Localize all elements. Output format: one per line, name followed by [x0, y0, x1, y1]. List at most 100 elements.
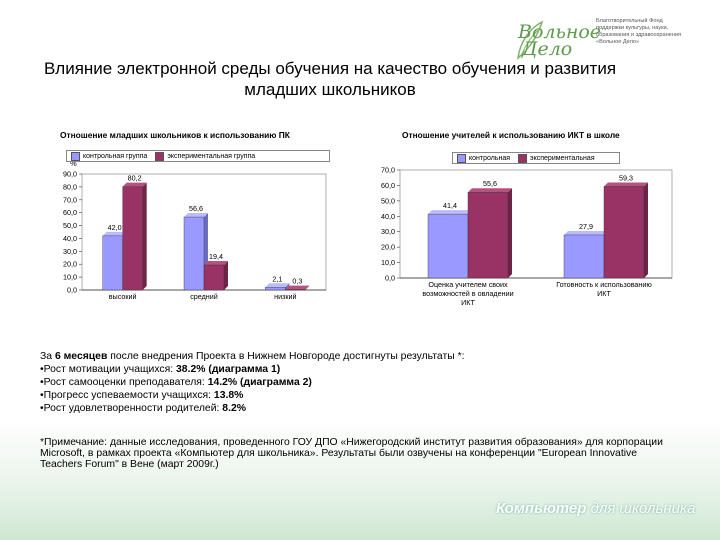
y-tick-label: 0,0: [385, 274, 395, 283]
bar: [427, 213, 469, 279]
y-tick-label: 0,0: [67, 286, 77, 295]
chart-plot: % 0,0 10,0 20,0 30,0 40,0 50,0 60,0 70,0 80,0 90,0…: [63, 162, 327, 301]
bar: [122, 186, 143, 291]
results-text: За 6 месяцев после внедрения Проекта в Н…: [40, 350, 680, 415]
item-value: 14.2% (диаграмма 2): [207, 377, 312, 388]
bar-side: [224, 260, 228, 290]
bar-top: [184, 213, 208, 218]
y-tick-label: 70,0: [381, 166, 395, 175]
legend-item: контрольная группа: [71, 151, 147, 161]
bar-top: [428, 210, 472, 215]
chart-teachers: Отношение учителей к использованию ИКТ в…: [362, 128, 680, 312]
legend-label: контрольная: [469, 154, 511, 162]
legend-item: экспериментальная группа: [155, 151, 256, 161]
bar: [102, 235, 123, 291]
y-tick-label: 40,0: [63, 234, 77, 243]
footer-bold: Компьютер: [496, 500, 587, 517]
bar: [183, 216, 205, 291]
chart-students: Отношение младших школьников к использов…: [40, 128, 340, 308]
y-tick-label: 30,0: [381, 227, 395, 236]
results-item: •Рост самооценки преподавателя: 14.2% (д…: [40, 376, 680, 389]
bar: [203, 264, 225, 291]
data-label: 19,4: [209, 252, 223, 261]
results-intro: За 6 месяцев после внедрения Проекта в Н…: [40, 350, 680, 363]
bar-side: [142, 182, 147, 290]
bar: [467, 192, 509, 279]
results-item: •Прогресс успеваемости учащихся: 13.8%: [40, 389, 680, 402]
bar-top: [604, 182, 648, 187]
bar: [265, 287, 286, 291]
data-label: 80,2: [128, 174, 142, 183]
item-label: •Прогресс успеваемости учащихся:: [40, 390, 214, 401]
legend-item: экспериментальная: [518, 153, 595, 163]
y-tick-label: 70,0: [63, 195, 77, 204]
logo-line: поддержки культуры, науки,: [596, 25, 669, 31]
chart-plot: % 0,0 10,0 20,0 30,0 40,0 50,0 60,0 70,0 41,4 55,6…: [381, 162, 673, 307]
y-tick-label: 10,0: [381, 258, 395, 267]
bar-top: [102, 231, 127, 236]
leaf-icon: [517, 20, 544, 60]
logo-line: «Вольное Дело»: [596, 39, 640, 45]
item-label: •Рост самооценки преподавателя:: [40, 377, 208, 388]
intro-pre: За: [40, 351, 55, 362]
logo-wordmark: Вольное Дело: [518, 21, 602, 60]
footnote: *Примечание: данные исследования, провед…: [40, 437, 663, 470]
logo: Вольное Дело Благотворительный Фонд подд…: [508, 14, 708, 66]
bar-top: [265, 283, 290, 288]
y-tick-label: 50,0: [63, 221, 77, 230]
x-tick-label: Оценка учителем своих возможностей в овла…: [422, 280, 513, 307]
x-tick-label: средний: [190, 292, 218, 301]
bar-top: [468, 188, 512, 193]
y-tick-label: 40,0: [381, 212, 395, 221]
y-tick-label: 60,0: [381, 181, 395, 190]
bar-top: [285, 285, 310, 290]
y-tick-label: 60,0: [63, 208, 77, 217]
x-tick-label: низкий: [274, 292, 296, 301]
item-label: •Рост удовлетворенности родителей:: [40, 403, 223, 414]
bar-side: [644, 182, 648, 278]
y-tick-label: 50,0: [381, 196, 395, 205]
logo-word-2: Дело: [522, 38, 573, 60]
footer-rest: для школьника: [586, 500, 696, 517]
legend-swatch-control: [457, 153, 466, 163]
y-tick-label: 80,0: [63, 182, 77, 191]
chart-legend: контрольная группа экспериментальная гру…: [66, 150, 330, 162]
bar: [285, 289, 306, 291]
results-item: •Рост мотивации учащихся: 38.2% (диаграм…: [40, 363, 680, 376]
y-tick-label: 20,0: [63, 260, 77, 269]
logo-line: образования и здравоохранения: [596, 32, 682, 38]
data-label: 2,1: [272, 274, 282, 283]
data-label: 41,4: [443, 201, 457, 210]
bar-top: [204, 260, 228, 265]
item-value: 13.8%: [213, 390, 244, 401]
legend-item: контрольная: [457, 153, 511, 163]
logo-line: Благотворительный Фонд: [596, 18, 663, 24]
slide-title: Влияние электронной среды обучения на ка…: [43, 59, 617, 99]
bar-side: [285, 283, 290, 290]
y-tick-label: 90,0: [63, 170, 77, 179]
legend-label: экспериментальная группа: [167, 152, 256, 160]
legend-label: экспериментальная: [530, 154, 595, 162]
footer-brand: Компьютер для школьника: [496, 500, 695, 517]
y-axis-label: %: [70, 162, 77, 168]
y-tick-label: 20,0: [381, 243, 395, 252]
data-label: 56,6: [189, 204, 203, 213]
chart-legend: контрольная экспериментальная: [452, 152, 620, 164]
legend-swatch-experimental: [518, 153, 528, 163]
logo-word-1: Вольное: [518, 21, 602, 43]
intro-post: после внедрения Проекта в Нижнем Новгоро…: [107, 351, 465, 362]
data-label: 0,3: [292, 277, 302, 286]
data-label: 42,0: [108, 223, 122, 232]
data-label: 59,3: [619, 174, 633, 183]
y-axis-label: %: [388, 162, 395, 164]
item-value: 8.2%: [222, 403, 246, 414]
bar-top: [564, 230, 608, 235]
data-label: 27,9: [579, 222, 593, 231]
logo-description: Благотворительный Фонд поддержки культур…: [596, 18, 706, 46]
results-item: •Рост удовлетворенности родителей: 8.2%: [40, 402, 680, 415]
bar: [603, 186, 645, 279]
item-value: 38.2% (диаграмма 1): [176, 364, 281, 375]
x-tick-label: Готовность к использованию ИКТ: [556, 280, 652, 298]
item-label: •Рост мотивации учащихся:: [40, 364, 177, 375]
